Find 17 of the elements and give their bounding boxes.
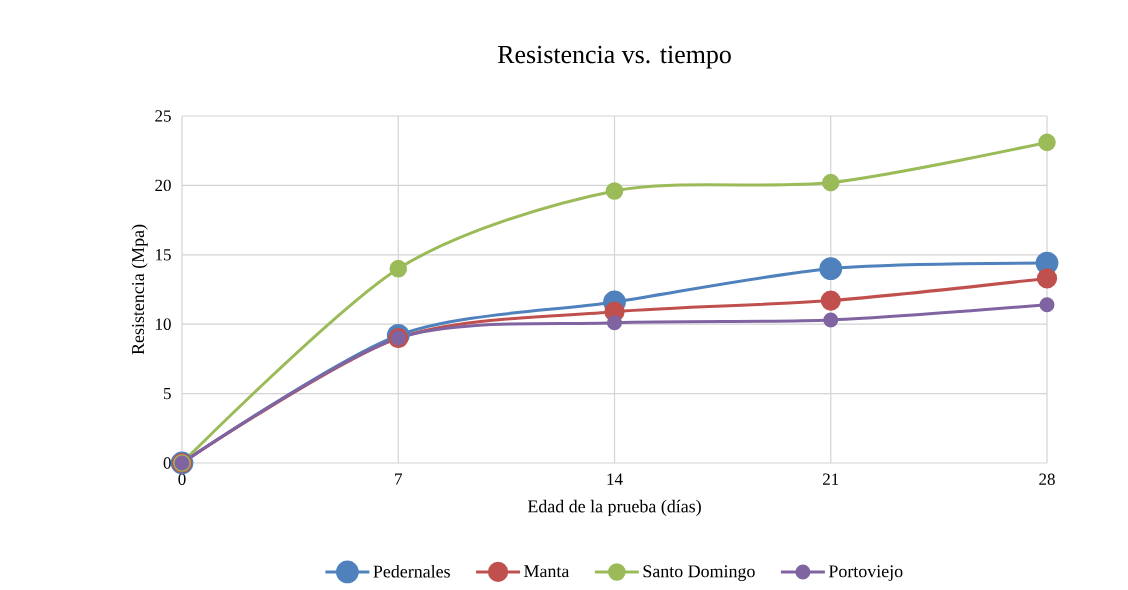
x-tick-label: 28	[1039, 473, 1055, 485]
legend-label: Pedernales	[373, 564, 450, 578]
y-tick-label: 10	[156, 318, 171, 330]
y-tick-label: 15	[156, 249, 171, 261]
x-tick-label: 14	[607, 473, 623, 485]
chart-title: Resistencia vs. tiempo	[498, 45, 731, 69]
y-axis-title: Resistencia (Mpa)	[131, 224, 148, 355]
y-tick-label: 5	[164, 387, 171, 400]
y-tick-label: 0	[163, 457, 171, 469]
x-axis-title: Edad de la prueba (días)	[527, 499, 701, 517]
x-tick-label: 7	[395, 473, 403, 485]
legend-label: Santo Domingo	[643, 565, 755, 582]
y-tick-label: 20	[155, 179, 171, 192]
legend-label: Portoviejo	[828, 565, 903, 581]
legend-label: Manta	[524, 565, 570, 578]
y-tick-label: 25	[155, 110, 171, 122]
x-tick-label: 21	[823, 473, 839, 485]
